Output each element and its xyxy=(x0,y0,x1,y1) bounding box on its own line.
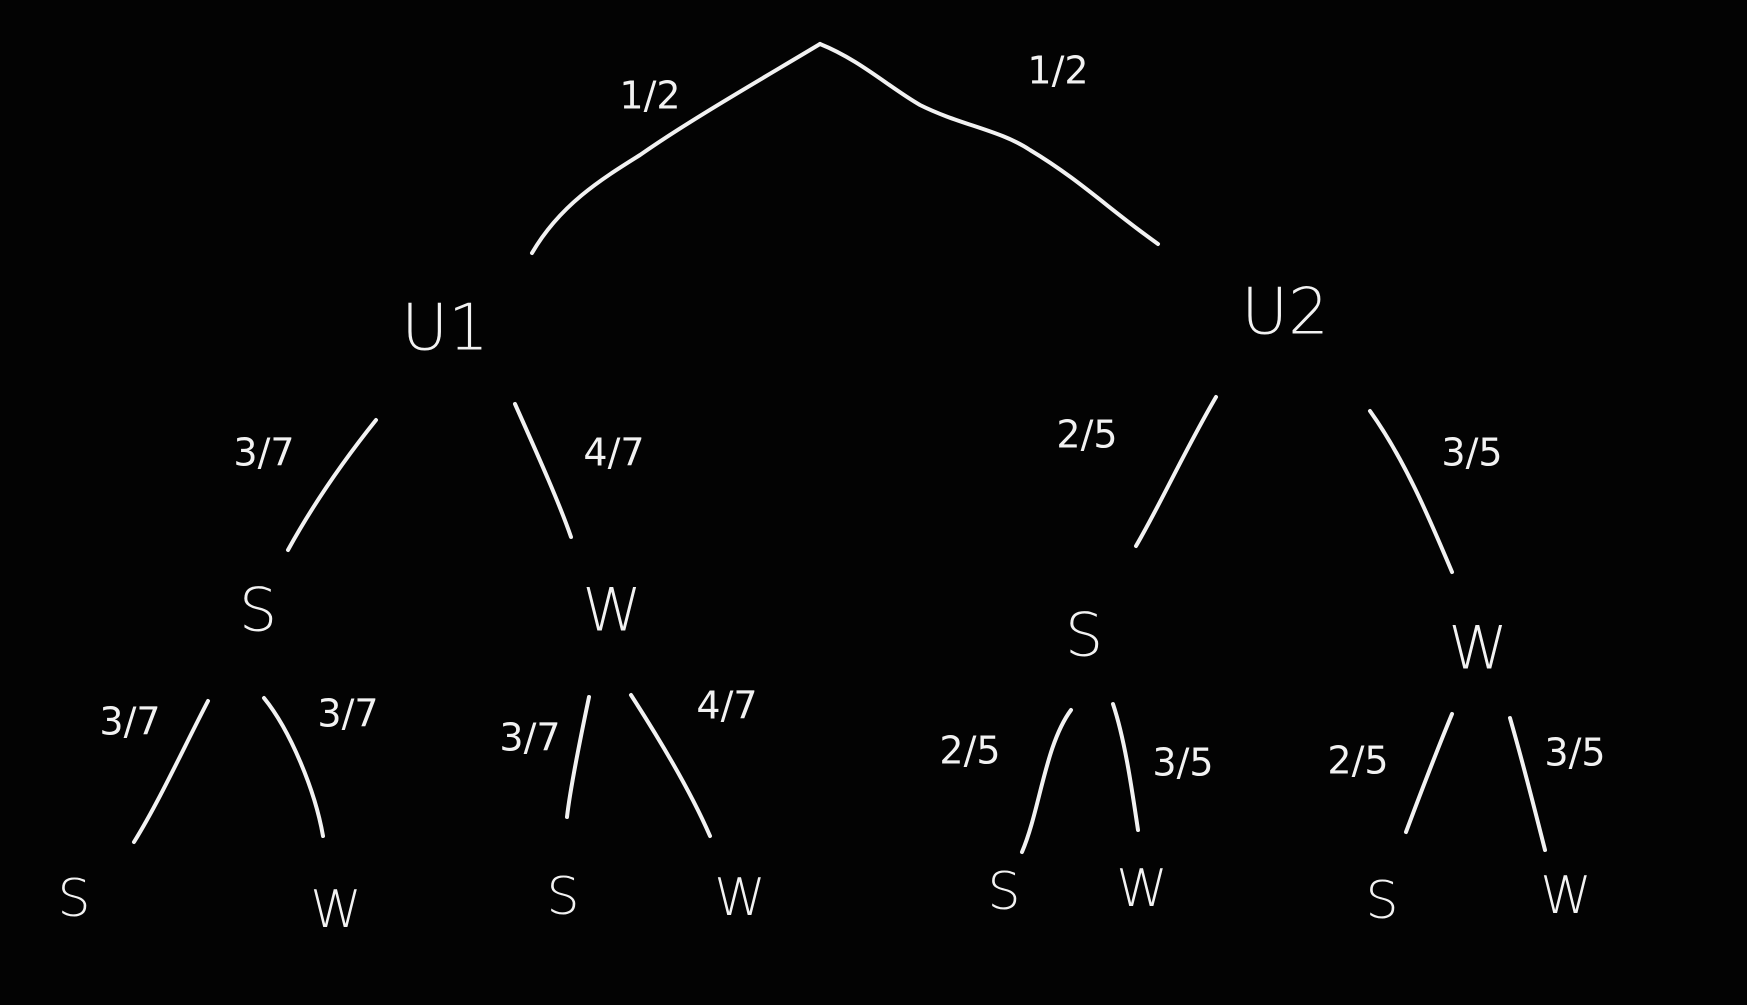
prob-u2s-w: 3/5 xyxy=(1152,741,1213,785)
edge-u2-w xyxy=(1368,409,1454,574)
prob-u1s-w: 3/7 xyxy=(317,692,378,736)
leaf-u1w-s: S xyxy=(546,867,579,927)
leaf-u2w-s: S xyxy=(1365,871,1398,931)
leaf-u1w-w: W xyxy=(714,868,765,928)
prob-u1-s: 3/7 xyxy=(233,431,294,475)
prob-u2-w: 3/5 xyxy=(1441,431,1502,475)
leaf-u1s-w: W xyxy=(310,880,361,940)
leaf-u2s-s: S xyxy=(987,862,1020,922)
node-u1: U1 xyxy=(401,292,489,366)
prob-u2w-s: 2/5 xyxy=(1327,739,1388,783)
prob-u1w-s: 3/7 xyxy=(499,716,560,760)
node-u2-s: S xyxy=(1065,601,1103,671)
edge-u1w-s xyxy=(565,695,591,819)
node-u2-w: W xyxy=(1448,614,1507,684)
edge-u2s-s xyxy=(1020,708,1073,854)
leaf-u1s-s: S xyxy=(57,869,90,929)
node-u2: U2 xyxy=(1241,276,1329,350)
prob-u2-s: 2/5 xyxy=(1056,413,1117,457)
edge-u2w-w xyxy=(1508,716,1547,852)
leaf-u2s-w: W xyxy=(1116,859,1167,919)
edge-root-u2 xyxy=(818,42,1160,246)
edge-u2w-s xyxy=(1404,712,1454,834)
prob-root-u2: 1/2 xyxy=(1027,49,1088,93)
node-u1-s: S xyxy=(239,576,277,646)
leaf-u2w-w: W xyxy=(1540,866,1591,926)
edge-u1s-w xyxy=(262,696,325,838)
edge-u1-s xyxy=(286,418,378,552)
edge-u1s-s xyxy=(132,699,210,844)
edge-u2s-w xyxy=(1111,702,1140,832)
edge-u2-s xyxy=(1134,395,1218,548)
prob-u1s-s: 3/7 xyxy=(99,700,160,744)
prob-u1-w: 4/7 xyxy=(583,431,644,475)
prob-u2s-s: 2/5 xyxy=(939,729,1000,773)
prob-root-u1: 1/2 xyxy=(619,74,680,118)
edge-u1w-w xyxy=(629,693,712,838)
prob-u2w-w: 3/5 xyxy=(1544,731,1605,775)
prob-u1w-w: 4/7 xyxy=(696,684,757,728)
node-u1-w: W xyxy=(582,576,641,646)
edge-u1-w xyxy=(513,402,573,539)
edge-root-u1 xyxy=(530,42,822,255)
